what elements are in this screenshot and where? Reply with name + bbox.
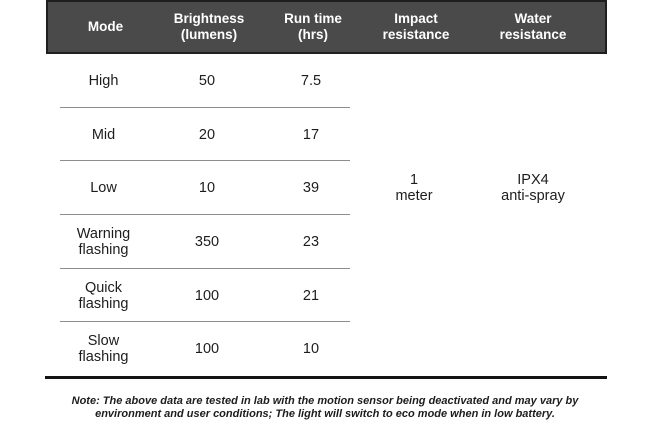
impact-cell	[369, 215, 459, 269]
water-cell	[459, 108, 607, 162]
run-time-cell: 21	[302, 287, 320, 304]
table-row-mid: Mid 20 17	[46, 108, 607, 162]
table-row-warning-flashing: Warning flashing 350 23	[46, 215, 607, 269]
bottom-rule	[45, 376, 607, 379]
water-cell	[459, 215, 607, 269]
brightness-cell: 100	[194, 287, 220, 304]
run-time-cell: 23	[302, 233, 320, 250]
mode-cell: High	[88, 72, 119, 89]
row-divider	[60, 160, 350, 162]
water-resistance-value: IPX4 anti-spray	[501, 172, 565, 205]
header-impact-resistance: Impact resistance	[382, 11, 450, 42]
table-row-slow-flashing: Slow flashing 100 10	[46, 322, 607, 376]
mode-cell: Low	[90, 180, 117, 197]
water-cell	[459, 269, 607, 323]
table-header: Mode Brightness (lumens) Run time (hrs) …	[46, 0, 607, 54]
mode-cell: Slow flashing	[78, 333, 129, 366]
run-time-cell: 10	[302, 341, 320, 358]
brightness-cell: 100	[194, 341, 220, 358]
header-brightness: Brightness (lumens)	[173, 11, 245, 42]
impact-cell	[369, 108, 459, 162]
impact-cell	[369, 54, 459, 108]
run-time-cell: 39	[302, 180, 320, 197]
impact-resistance-value: 1 meter	[395, 172, 433, 205]
row-divider	[60, 106, 350, 108]
water-cell	[459, 322, 607, 376]
table-row-quick-flashing: Quick flashing 100 21	[46, 269, 607, 323]
impact-cell	[369, 269, 459, 323]
brightness-cell: 10	[198, 180, 216, 197]
table-row-high: High 50 7.5	[46, 54, 607, 108]
mode-cell: Quick flashing	[78, 279, 129, 312]
run-time-cell: 17	[302, 126, 320, 143]
footnote: Note: The above data are tested in lab w…	[71, 395, 579, 420]
header-water-resistance: Water resistance	[499, 11, 567, 42]
table-row-low: Low 10 39 1 meter IPX4 anti-spray	[46, 161, 607, 216]
brightness-cell: 350	[194, 233, 220, 250]
header-run-time: Run time (hrs)	[284, 11, 342, 42]
table-body: High 50 7.5 Mid 20 17 Low 10 39 1 meter …	[46, 54, 607, 376]
water-cell	[459, 54, 607, 108]
mode-cell: Mid	[91, 126, 116, 143]
mode-cell: Warning flashing	[76, 225, 131, 258]
row-divider	[60, 214, 350, 216]
brightness-cell: 20	[198, 126, 216, 143]
row-divider	[60, 321, 350, 323]
brightness-cell: 50	[198, 72, 216, 89]
header-mode: Mode	[87, 19, 124, 34]
row-divider	[60, 267, 350, 269]
run-time-cell: 7.5	[300, 72, 322, 89]
impact-cell	[369, 322, 459, 376]
